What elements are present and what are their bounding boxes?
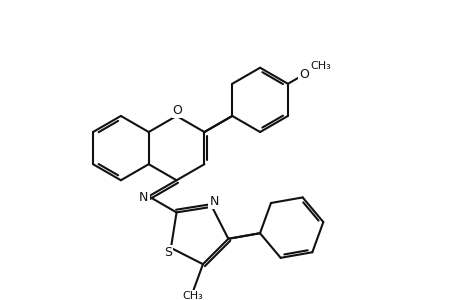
Text: N: N: [139, 191, 148, 204]
Text: O: O: [172, 103, 182, 117]
Text: S: S: [164, 246, 172, 259]
Text: O: O: [299, 68, 308, 82]
Text: CH₃: CH₃: [310, 61, 330, 70]
Text: N: N: [209, 195, 218, 208]
Text: CH₃: CH₃: [182, 291, 202, 300]
